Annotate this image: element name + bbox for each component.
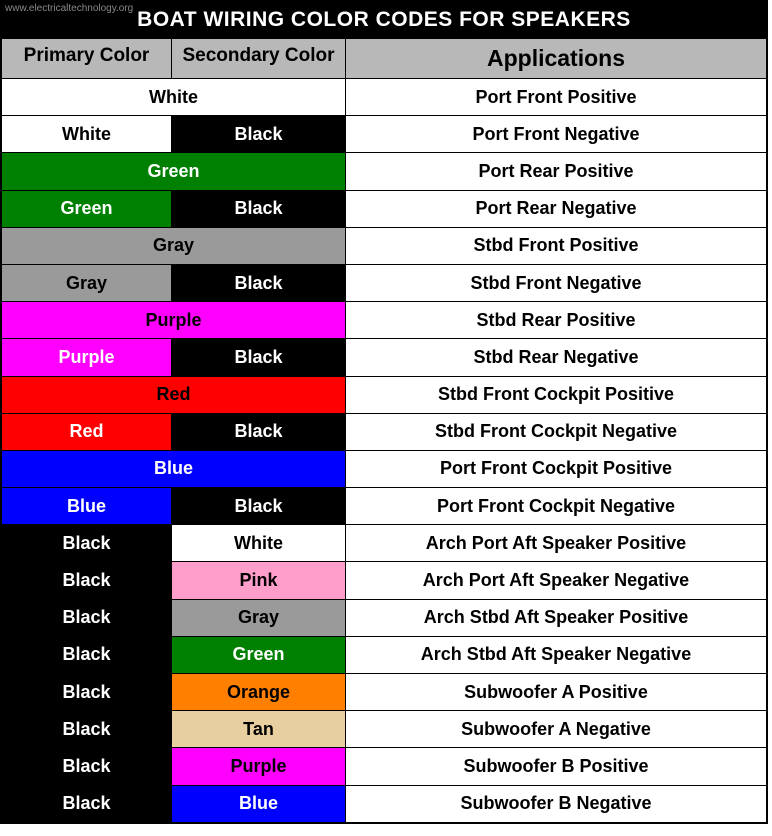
primary-color-cell: Black [2, 674, 172, 710]
primary-color-cell: Green [2, 191, 172, 227]
application-cell: Arch Port Aft Speaker Positive [346, 525, 766, 561]
secondary-color-cell: Tan [172, 711, 346, 747]
table-row: BlueBlackPort Front Cockpit Negative [2, 487, 766, 524]
watermark-text: www.electricaltechnology.org [5, 3, 133, 14]
table-row: www.electricaltechnology.orgWhitePort Fr… [2, 78, 766, 115]
primary-color-cell: Blue [2, 451, 346, 487]
table-row: BlackTanSubwoofer A Negative [2, 710, 766, 747]
application-cell: Subwoofer A Negative [346, 711, 766, 747]
secondary-color-cell: Blue [172, 786, 346, 822]
table-row: BlackPurpleSubwoofer B Positive [2, 747, 766, 784]
application-cell: Arch Port Aft Speaker Negative [346, 562, 766, 598]
table-row: GrayStbd Front Positive [2, 227, 766, 264]
table-row: BluePort Front Cockpit Positive [2, 450, 766, 487]
table-row: BlackGrayArch Stbd Aft Speaker Positive [2, 599, 766, 636]
primary-color-cell: Black [2, 562, 172, 598]
table-row: GreenBlackPort Rear Negative [2, 190, 766, 227]
secondary-color-cell: Purple [172, 748, 346, 784]
application-cell: Port Front Cockpit Negative [346, 488, 766, 524]
primary-color-cell: www.electricaltechnology.orgWhite [2, 79, 346, 115]
primary-color-cell: Black [2, 525, 172, 561]
application-cell: Subwoofer B Positive [346, 748, 766, 784]
application-cell: Stbd Front Cockpit Negative [346, 414, 766, 450]
header-application: Applications [346, 39, 766, 78]
primary-color-cell: Gray [2, 228, 346, 264]
secondary-color-cell: Green [172, 637, 346, 673]
table-row: PurpleBlackStbd Rear Negative [2, 338, 766, 375]
header-primary: Primary Color [2, 39, 172, 78]
application-cell: Subwoofer A Positive [346, 674, 766, 710]
primary-color-cell: Blue [2, 488, 172, 524]
table-row: BlackBlueSubwoofer B Negative [2, 785, 766, 822]
primary-color-cell: Red [2, 414, 172, 450]
table-row: GrayBlackStbd Front Negative [2, 264, 766, 301]
application-cell: Stbd Front Positive [346, 228, 766, 264]
secondary-color-cell: Black [172, 191, 346, 227]
secondary-color-cell: Gray [172, 600, 346, 636]
application-cell: Subwoofer B Negative [346, 786, 766, 822]
primary-color-cell: Purple [2, 339, 172, 375]
table-row: BlackPinkArch Port Aft Speaker Negative [2, 561, 766, 598]
table-row: RedBlackStbd Front Cockpit Negative [2, 413, 766, 450]
application-cell: Port Rear Positive [346, 153, 766, 189]
secondary-color-cell: Orange [172, 674, 346, 710]
primary-color-cell: Red [2, 377, 346, 413]
primary-color-cell: Black [2, 600, 172, 636]
header-secondary: Secondary Color [172, 39, 346, 78]
table-row: PurpleStbd Rear Positive [2, 301, 766, 338]
application-cell: Port Front Positive [346, 79, 766, 115]
application-cell: Stbd Rear Positive [346, 302, 766, 338]
table-header-row: Primary Color Secondary Color Applicatio… [2, 38, 766, 78]
primary-color-cell: Black [2, 711, 172, 747]
application-cell: Port Front Cockpit Positive [346, 451, 766, 487]
primary-color-cell: Black [2, 748, 172, 784]
table-row: BlackGreenArch Stbd Aft Speaker Negative [2, 636, 766, 673]
application-cell: Stbd Rear Negative [346, 339, 766, 375]
secondary-color-cell: Black [172, 414, 346, 450]
secondary-color-cell: Black [172, 488, 346, 524]
primary-color-cell: Gray [2, 265, 172, 301]
secondary-color-cell: White [172, 525, 346, 561]
primary-color-cell: Black [2, 786, 172, 822]
primary-color-cell: White [2, 116, 172, 152]
primary-color-cell: Green [2, 153, 346, 189]
table-body: www.electricaltechnology.orgWhitePort Fr… [2, 78, 766, 822]
secondary-color-cell: Pink [172, 562, 346, 598]
table-row: BlackWhiteArch Port Aft Speaker Positive [2, 524, 766, 561]
application-cell: Stbd Front Negative [346, 265, 766, 301]
secondary-color-cell: Black [172, 116, 346, 152]
application-cell: Stbd Front Cockpit Positive [346, 377, 766, 413]
secondary-color-cell: Black [172, 265, 346, 301]
application-cell: Port Rear Negative [346, 191, 766, 227]
primary-color-cell: Black [2, 637, 172, 673]
application-cell: Arch Stbd Aft Speaker Negative [346, 637, 766, 673]
table-row: RedStbd Front Cockpit Positive [2, 376, 766, 413]
application-cell: Port Front Negative [346, 116, 766, 152]
table-row: GreenPort Rear Positive [2, 152, 766, 189]
table-row: BlackOrangeSubwoofer A Positive [2, 673, 766, 710]
secondary-color-cell: Black [172, 339, 346, 375]
wiring-table: BOAT WIRING COLOR CODES FOR SPEAKERS Pri… [0, 0, 768, 824]
application-cell: Arch Stbd Aft Speaker Positive [346, 600, 766, 636]
primary-color-cell: Purple [2, 302, 346, 338]
table-row: WhiteBlackPort Front Negative [2, 115, 766, 152]
